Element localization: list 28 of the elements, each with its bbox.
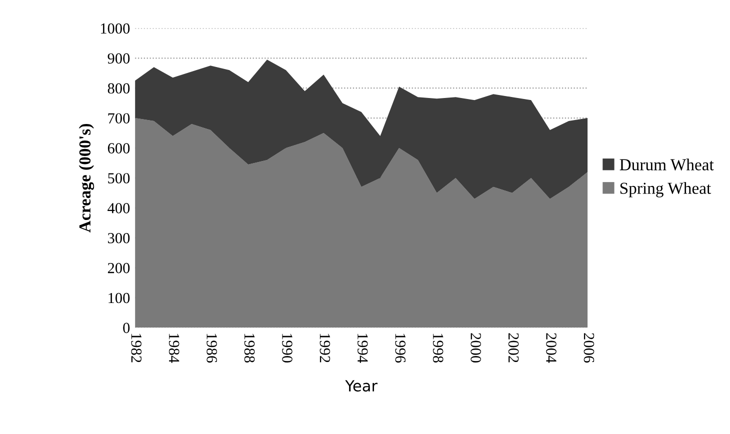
y-tick-label: 0 — [123, 322, 130, 334]
y-tick-label: 1000 — [100, 23, 130, 34]
x-tick-label: 2006 — [584, 333, 594, 363]
x-tick-label: 1986 — [206, 334, 217, 363]
y-tick-label: 700 — [108, 113, 130, 124]
x-tick-label: 1988 — [244, 334, 255, 363]
y-tick-label: 800 — [108, 83, 130, 94]
x-tick-label: 1990 — [282, 334, 292, 363]
x-tick-label: 1982 — [131, 334, 142, 362]
x-tick-label: 1984 — [168, 334, 180, 363]
x-tick-label: 1996 — [395, 334, 406, 363]
legend-label: Durum Wheat — [620, 158, 714, 170]
y-tick-label: 400 — [108, 203, 130, 214]
y-tick-label: 100 — [108, 292, 130, 304]
x-tick-label: 1994 — [358, 334, 368, 363]
x-tick-label: 2004 — [546, 333, 556, 363]
x-tick-label: 2000 — [470, 333, 481, 363]
x-tick-label: 2002 — [508, 333, 519, 362]
y-tick-label: 300 — [108, 232, 130, 244]
legend-label: Spring Wheat — [620, 182, 712, 198]
y-tick-label: 900 — [108, 53, 130, 64]
y-tick-label: 200 — [108, 262, 130, 274]
y-tick-label: 600 — [108, 143, 130, 154]
y-tick-label: 500 — [108, 173, 130, 184]
y-axis-title: Acreage (000's) — [78, 124, 94, 232]
x-tick-label: 1992 — [320, 334, 330, 362]
x-tick-label: 1998 — [432, 334, 444, 363]
x-axis-title: Year — [345, 380, 378, 392]
